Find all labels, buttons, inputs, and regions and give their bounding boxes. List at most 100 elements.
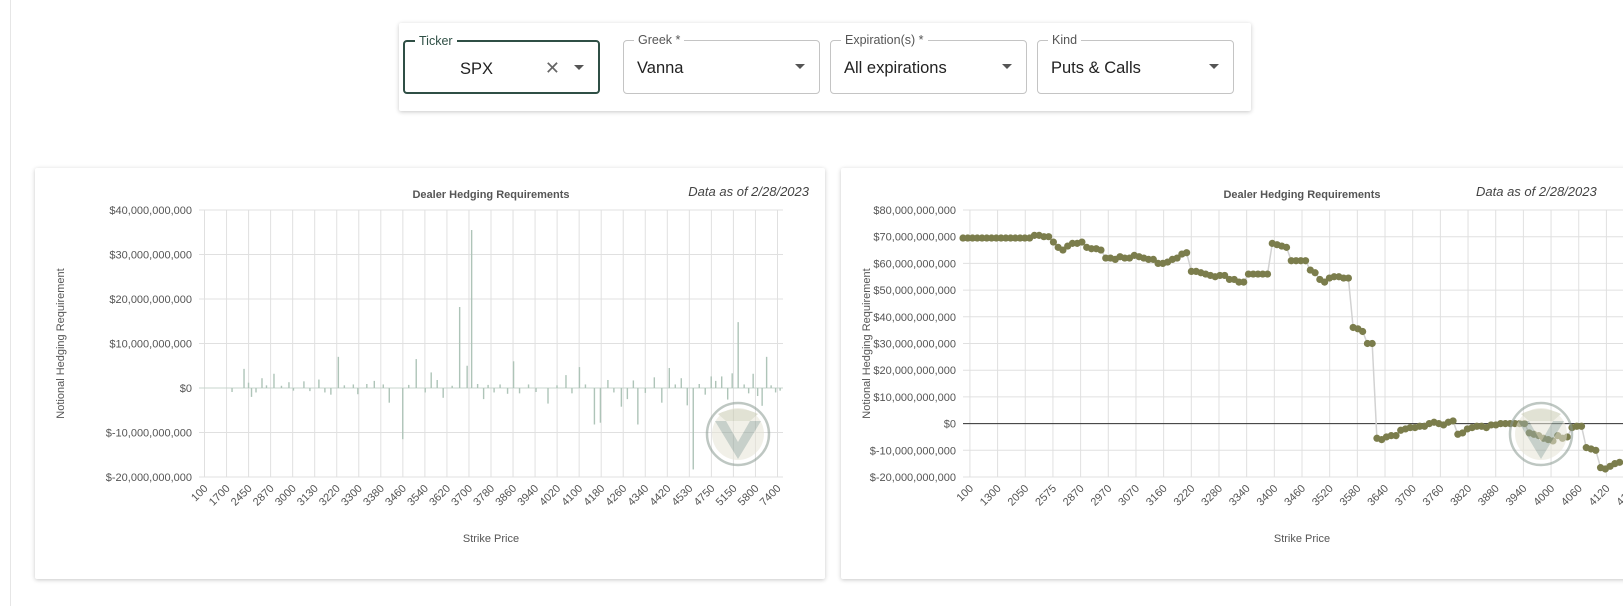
bar xyxy=(756,388,759,397)
x-tick-label: 4530 xyxy=(670,483,696,509)
bar xyxy=(337,356,340,388)
bar xyxy=(620,388,623,407)
close-icon[interactable]: ✕ xyxy=(544,58,560,78)
caret-down-icon[interactable] xyxy=(795,64,805,69)
ticker-select[interactable]: Ticker SPX ✕ xyxy=(403,33,600,94)
data-point xyxy=(1359,327,1367,336)
logo-leaf xyxy=(718,409,758,421)
line-chart: Dealer Hedging Requirements $80,000,000,0… xyxy=(861,189,1623,545)
bar xyxy=(388,388,390,403)
greek-select[interactable]: Greek * Vanna xyxy=(623,32,820,94)
logo-ring xyxy=(1508,401,1574,467)
y-tick-label: $70,000,000,000 xyxy=(873,232,956,244)
bar xyxy=(774,388,777,393)
x-tick-label: 2450 xyxy=(229,483,255,509)
greek-value: Vanna xyxy=(637,59,684,77)
bar xyxy=(476,383,479,388)
x-tick-label: 3460 xyxy=(1282,483,1308,509)
bar xyxy=(265,385,268,388)
y-tick-label: $20,000,000,000 xyxy=(109,294,192,306)
x-tick-label: 3860 xyxy=(493,483,519,509)
x-tick-label: 3780 xyxy=(471,483,497,509)
bar xyxy=(653,377,656,388)
bar xyxy=(593,388,596,425)
x-tick-label: 2870 xyxy=(1061,483,1087,509)
y-tick-label: $40,000,000,000 xyxy=(109,205,192,217)
bar xyxy=(571,388,573,394)
caret-down-icon[interactable] xyxy=(1002,64,1012,69)
data-point xyxy=(1049,238,1057,246)
x-tick-label: 3380 xyxy=(361,483,387,509)
bar xyxy=(743,384,745,388)
x-tick-label: 2870 xyxy=(251,483,277,509)
left-divider xyxy=(10,0,11,606)
x-tick-label: 4180 xyxy=(582,483,608,509)
data-point xyxy=(1240,278,1248,286)
bar xyxy=(715,380,717,388)
x-tick-label: 1300 xyxy=(978,483,1004,509)
logo-leaf xyxy=(1521,409,1561,421)
y-tick-label: $30,000,000,000 xyxy=(873,339,956,351)
x-tick-label: 2970 xyxy=(1089,483,1115,509)
bar xyxy=(255,388,257,393)
x-axis-label: Strike Price xyxy=(1274,533,1330,545)
data-point xyxy=(1045,233,1053,241)
x-tick-label: 100 xyxy=(955,483,976,504)
as-of-label: Data as of 2/28/2023 xyxy=(688,184,809,199)
bar xyxy=(661,388,663,403)
bar xyxy=(686,388,688,406)
bar xyxy=(366,383,368,388)
x-tick-label: 4100 xyxy=(559,483,585,509)
bar xyxy=(482,388,485,400)
bar xyxy=(613,388,615,393)
data-point xyxy=(1221,271,1229,280)
bar xyxy=(752,373,754,388)
caret-down-icon[interactable] xyxy=(1209,64,1219,69)
bar xyxy=(737,322,739,388)
x-tick-label: 3220 xyxy=(1172,483,1198,509)
bar xyxy=(458,307,461,388)
y-tick-label: $-10,000,000,000 xyxy=(870,445,956,457)
bar xyxy=(243,368,245,388)
x-tick-label: 3160 xyxy=(1144,483,1170,509)
bar xyxy=(547,388,549,404)
expirations-select[interactable]: Expiration(s) * All expirations xyxy=(830,32,1027,94)
bar xyxy=(578,367,581,388)
data-point xyxy=(1183,249,1191,257)
data-point xyxy=(1311,269,1319,277)
x-tick-label: 3940 xyxy=(1504,483,1530,509)
bar xyxy=(692,388,694,470)
kind-select[interactable]: Kind Puts & Calls xyxy=(1037,32,1234,94)
bar xyxy=(470,230,473,388)
data-point xyxy=(1078,238,1086,246)
bar xyxy=(330,388,332,395)
x-tick-label: 3700 xyxy=(1393,483,1419,509)
logo-v-shape xyxy=(715,421,761,459)
bar xyxy=(637,388,639,425)
bar xyxy=(607,379,609,388)
x-tick-label: 3820 xyxy=(1448,483,1474,509)
bar xyxy=(779,388,781,391)
kind-value: Puts & Calls xyxy=(1051,59,1141,77)
bar xyxy=(408,384,410,388)
data-point xyxy=(1577,422,1586,430)
bar xyxy=(247,382,250,388)
data-point xyxy=(1263,270,1272,278)
y-tick-label: $10,000,000,000 xyxy=(109,339,192,351)
data-point xyxy=(1097,246,1105,254)
bar xyxy=(565,375,567,388)
x-tick-label: 3760 xyxy=(1421,483,1447,509)
bar xyxy=(324,388,326,393)
x-tick-label: 3340 xyxy=(1227,483,1253,509)
bar xyxy=(599,388,602,423)
logo-ring xyxy=(705,401,771,467)
bar xyxy=(451,385,453,388)
data-point xyxy=(1059,246,1067,254)
data-point xyxy=(1321,278,1329,286)
ticker-label: Ticker xyxy=(415,33,457,49)
caret-down-icon[interactable] xyxy=(574,65,584,70)
x-tick-label: 3880 xyxy=(1476,483,1502,509)
y-tick-label: $-10,000,000,000 xyxy=(106,428,192,440)
x-tick-label: 4750 xyxy=(692,483,718,509)
bar xyxy=(430,372,432,388)
